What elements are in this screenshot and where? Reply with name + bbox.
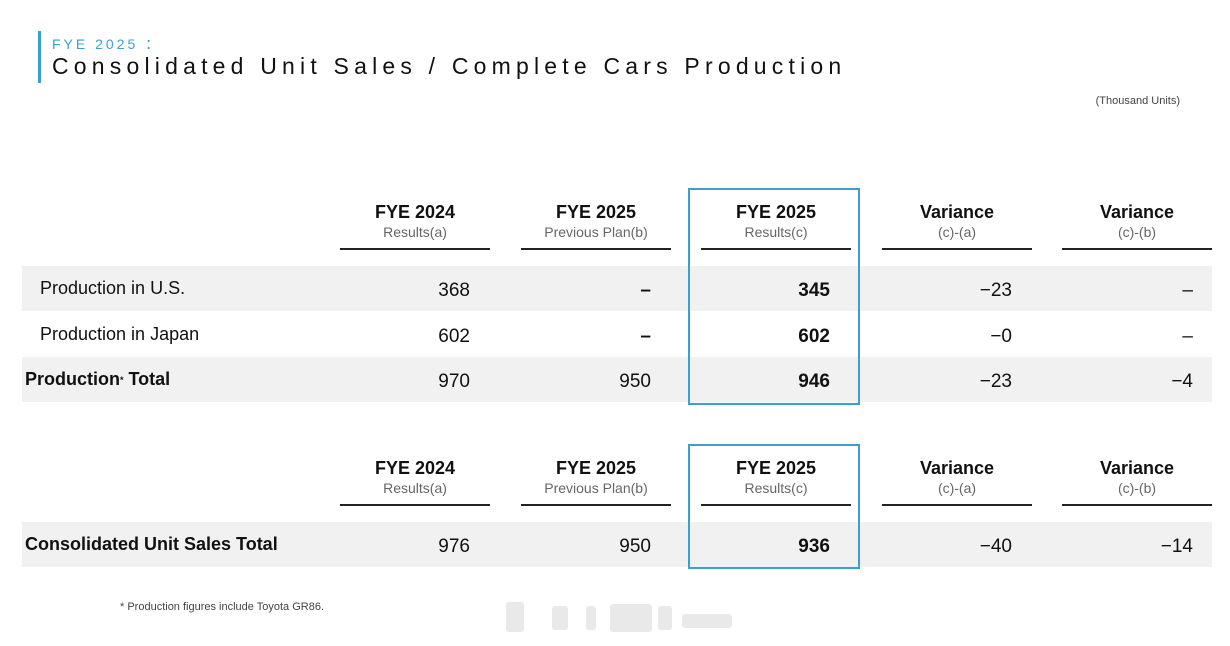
col-header-title: Variance [919, 202, 995, 222]
col-header-sub: (c)-(b) [1117, 480, 1157, 496]
col-header-fye2024-results-sales: FYE 2024 Results(a) [340, 457, 490, 506]
cell-fye2025-plan: 950 [619, 536, 651, 557]
cell-variance-ca: −23 [979, 371, 1012, 392]
col-header-fye2025-plan-sales: FYE 2025 Previous Plan(b) [521, 457, 671, 506]
row-label: Consolidated Unit Sales Total [25, 534, 278, 554]
highlight-box-results-production [688, 188, 860, 405]
row-label: Production in Japan [40, 324, 200, 344]
cell-fye2025-plan: – [640, 326, 651, 347]
row-label-suffix: Total [123, 369, 171, 389]
col-header-fye2025-results-sales: FYE 2025 Results(c) [701, 457, 851, 506]
col-header-title: FYE 2025 [555, 202, 637, 222]
col-header-title: Variance [1099, 458, 1175, 478]
cell-variance-cb: −4 [1171, 371, 1193, 392]
page-title: Consolidated Unit Sales / Complete Cars … [52, 53, 847, 79]
col-header-sub: Results(c) [744, 480, 808, 496]
cell-variance-cb: −14 [1160, 536, 1193, 557]
cell-variance-ca: −0 [990, 326, 1012, 347]
col-header-sub: Results(c) [744, 224, 808, 240]
col-header-rule [340, 504, 490, 506]
col-header-rule [701, 504, 851, 506]
cell-fye2025-results: 345 [798, 280, 830, 301]
cell-variance-ca: −40 [979, 536, 1012, 557]
table-row-production-japan: Production in Japan 602 – 602 −0 – [22, 312, 1212, 357]
cell-fye2024: 976 [438, 536, 470, 557]
col-header-variance-cb-sales: Variance (c)-(b) [1062, 457, 1212, 506]
table-row-sales-total: Consolidated Unit Sales Total 976 950 93… [22, 522, 1212, 567]
col-header-fye2025-results: FYE 2025 Results(c) [701, 201, 851, 250]
unit-note: (Thousand Units) [1095, 95, 1180, 107]
cell-fye2025-plan: – [640, 280, 651, 301]
col-header-sub: (c)-(a) [937, 224, 977, 240]
cell-variance-cb: – [1182, 326, 1193, 347]
col-header-title: Variance [1099, 202, 1175, 222]
footnote-mark: * [120, 375, 124, 385]
col-header-title: FYE 2025 [555, 458, 637, 478]
row-label: Production in U.S. [40, 278, 186, 298]
cell-fye2025-results: 602 [798, 326, 830, 347]
row-label: Production* Total [25, 369, 170, 390]
footnote: * Production figures include Toyota GR86… [120, 601, 325, 613]
col-header-sub: Results(a) [383, 480, 447, 496]
col-header-sub: Previous Plan(b) [544, 480, 648, 496]
col-header-title: FYE 2024 [374, 202, 456, 222]
col-header-title: FYE 2025 [735, 458, 817, 478]
col-header-fye2024-results: FYE 2024 Results(a) [340, 201, 490, 250]
col-header-sub: Results(a) [383, 224, 447, 240]
cell-fye2025-plan: 950 [619, 371, 651, 392]
cell-fye2024: 368 [438, 280, 470, 301]
cell-fye2024: 970 [438, 371, 470, 392]
cell-variance-ca: −23 [979, 280, 1012, 301]
col-header-rule [882, 504, 1032, 506]
col-header-rule [521, 504, 671, 506]
col-header-rule [1062, 248, 1212, 250]
table-row-production-total: Production* Total 970 950 946 −23 −4 [22, 357, 1212, 402]
col-header-fye2025-plan: FYE 2025 Previous Plan(b) [521, 201, 671, 250]
col-header-sub: (c)-(b) [1117, 224, 1157, 240]
blurred-logo-image [500, 596, 736, 634]
cell-variance-cb: – [1182, 280, 1193, 301]
col-header-rule [701, 248, 851, 250]
cell-fye2024: 602 [438, 326, 470, 347]
col-header-variance-ca: Variance (c)-(a) [882, 201, 1032, 250]
col-header-title: Variance [919, 458, 995, 478]
col-header-rule [1062, 504, 1212, 506]
col-header-variance-cb: Variance (c)-(b) [1062, 201, 1212, 250]
col-header-sub: Previous Plan(b) [544, 224, 648, 240]
title-accent-bar [38, 31, 41, 83]
col-header-rule [521, 248, 671, 250]
col-header-title: FYE 2025 [735, 202, 817, 222]
table-row-production-us: Production in U.S. 368 – 345 −23 – [22, 266, 1212, 311]
col-header-variance-ca-sales: Variance (c)-(a) [882, 457, 1032, 506]
section-eyebrow: FYE 2025 ： [52, 36, 163, 52]
col-header-title: FYE 2024 [374, 458, 456, 478]
cell-fye2025-results: 936 [798, 536, 830, 557]
cell-fye2025-results: 946 [798, 371, 830, 392]
col-header-rule [882, 248, 1032, 250]
row-label-text: Production [25, 369, 120, 389]
highlight-box-results-sales [688, 444, 860, 569]
col-header-rule [340, 248, 490, 250]
col-header-sub: (c)-(a) [937, 480, 977, 496]
